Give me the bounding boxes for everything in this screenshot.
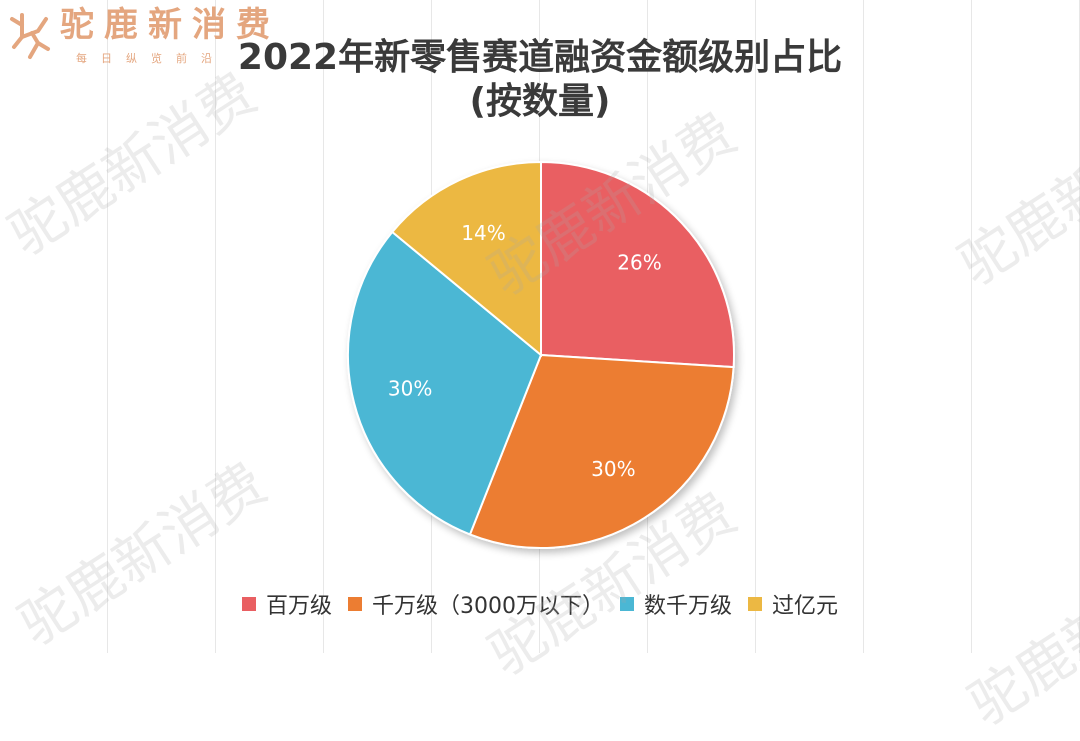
pie-chart: 26% 30% 30% 14% — [347, 160, 735, 549]
slice-data-label: 30% — [591, 457, 635, 481]
legend-swatch — [619, 597, 634, 611]
legend-item: 百万级 — [241, 588, 332, 620]
slice-data-label: 30% — [388, 377, 432, 401]
legend-swatch — [748, 597, 762, 611]
legend-swatch — [347, 597, 362, 611]
chart-legend: 百万级 千万级（3000万以下） 数千万级 过亿元 — [0, 588, 1080, 620]
slice-data-label: 14% — [461, 221, 505, 245]
legend-label: 千万级（3000万以下） — [371, 594, 604, 619]
legend-swatch — [241, 597, 256, 611]
pie-slice — [390, 160, 542, 358]
chart-title-block: 2022年新零售赛道融资金额级别占比 (按数量) — [200, 36, 880, 124]
pie-slice — [347, 230, 543, 536]
legend-item: 数千万级 — [619, 588, 732, 620]
chart-subtitle: (按数量) — [469, 81, 611, 122]
deer-antler-icon — [10, 13, 50, 59]
brand-slogan: 每日纵览前沿 — [76, 52, 226, 65]
brand-name: 驼鹿新消费 — [60, 5, 280, 45]
legend-label: 数千万级 — [643, 594, 732, 619]
legend-item: 千万级（3000万以下） — [347, 588, 604, 620]
legend-label: 过亿元 — [772, 594, 839, 619]
pie-slice — [540, 160, 735, 369]
chart-title: 2022年新零售赛道融资金额级别占比 — [237, 37, 843, 78]
legend-label: 百万级 — [265, 594, 332, 619]
slice-data-label: 26% — [617, 251, 661, 275]
pie-slice — [468, 353, 735, 549]
legend-item: 过亿元 — [748, 588, 838, 620]
brand-logo: 驼鹿新消费 每日纵览前沿 — [8, 8, 280, 66]
